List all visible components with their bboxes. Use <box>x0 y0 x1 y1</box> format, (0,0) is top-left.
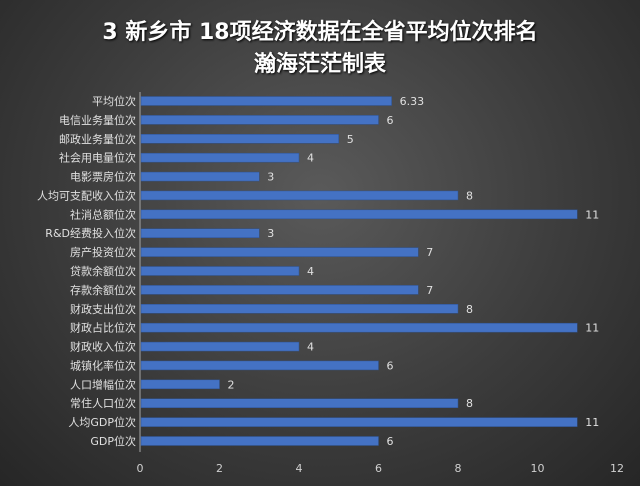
category-label: 平均位次 <box>92 94 136 108</box>
x-tick-label: 8 <box>455 462 462 475</box>
data-label: 6 <box>387 114 394 127</box>
bar <box>140 322 578 333</box>
x-tick-label: 4 <box>296 462 303 475</box>
bar <box>140 247 419 257</box>
data-label: 11 <box>585 416 599 429</box>
data-label: 4 <box>307 265 314 278</box>
category-label: 邮政业务量位次 <box>59 132 136 146</box>
category-label: 常住人口位次 <box>70 396 136 410</box>
bar <box>140 152 300 163</box>
bar <box>140 417 578 427</box>
category-label: 财政收入位次 <box>70 340 136 354</box>
data-label: 11 <box>585 208 599 221</box>
bar <box>140 266 300 276</box>
data-label: 4 <box>307 341 314 354</box>
chart-subtitle: 瀚海茫茫制表 <box>253 52 386 77</box>
data-label: 8 <box>466 303 473 316</box>
data-label: 3 <box>267 227 274 240</box>
bar <box>140 341 300 352</box>
bar <box>140 436 379 446</box>
bar <box>140 228 260 238</box>
data-label: 7 <box>426 246 433 259</box>
category-label: R&D经费投入位次 <box>45 226 136 240</box>
category-label: 人均GDP位次 <box>68 415 136 429</box>
bar <box>140 285 419 295</box>
category-label: 电影票房位次 <box>70 170 136 184</box>
bar <box>140 398 459 408</box>
data-label: 6 <box>387 359 394 372</box>
category-label: 电信业务量位次 <box>59 113 136 127</box>
data-label: 6 <box>387 435 394 448</box>
bar <box>140 171 260 182</box>
data-label: 6.33 <box>400 95 425 108</box>
category-label: 人均可支配收入位次 <box>37 188 136 202</box>
bar <box>140 360 379 371</box>
bar <box>140 115 379 125</box>
category-label: 财政支出位次 <box>70 302 136 316</box>
data-label: 5 <box>347 133 354 146</box>
x-tick-label: 0 <box>137 462 144 475</box>
category-label: 社消总额位次 <box>70 207 136 221</box>
data-label: 7 <box>426 284 433 297</box>
category-label: 财政占比位次 <box>70 321 136 335</box>
data-label: 4 <box>307 152 314 165</box>
bar <box>140 379 220 390</box>
data-label: 8 <box>466 397 473 410</box>
data-label: 2 <box>228 378 235 391</box>
category-label: 城镇化率位次 <box>70 358 136 372</box>
data-label: 8 <box>466 189 473 202</box>
bar <box>140 304 459 314</box>
category-label: 贷款余额位次 <box>70 264 136 278</box>
x-tick-label: 2 <box>216 462 223 475</box>
chart-title: 3 新乡市 18项经济数据在全省平均位次排名 <box>102 20 538 45</box>
x-tick-label: 6 <box>375 462 382 475</box>
category-label: 存款余额位次 <box>70 283 136 297</box>
bar <box>140 134 339 144</box>
bar <box>140 190 459 201</box>
bar <box>140 209 578 220</box>
category-label: 社会用电量位次 <box>59 151 136 165</box>
data-label: 3 <box>267 171 274 184</box>
category-label: GDP位次 <box>90 434 136 448</box>
x-tick-label: 12 <box>610 462 624 475</box>
x-tick-label: 10 <box>531 462 545 475</box>
bar <box>140 96 392 106</box>
category-label: 房产投资位次 <box>70 245 136 259</box>
data-label: 11 <box>585 322 599 335</box>
category-label: 人口增幅位次 <box>70 377 136 391</box>
